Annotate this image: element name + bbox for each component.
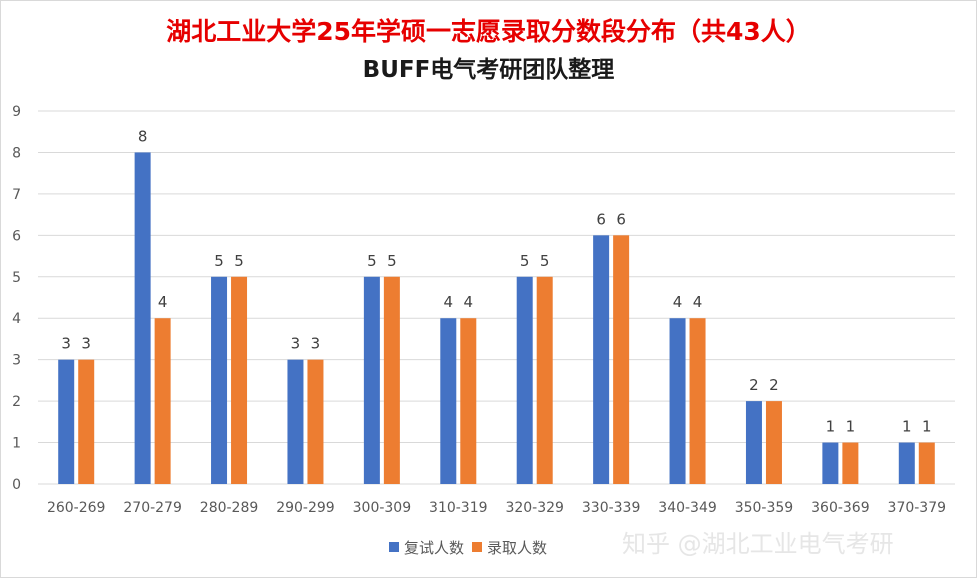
bar-series2 (231, 276, 248, 484)
data-label: 1 (846, 418, 856, 436)
x-tick-label: 280-289 (200, 500, 259, 516)
data-label: 4 (693, 293, 703, 311)
x-axis-ticks: 260-269 270-279 280-289 290-299 300-309 310-3… (47, 500, 946, 516)
y-tick-label: 0 (12, 477, 21, 493)
y-tick-label: 4 (12, 311, 21, 327)
x-tick-label: 320-329 (505, 500, 564, 516)
data-label: 2 (769, 376, 779, 394)
bar-series2 (78, 359, 95, 484)
y-tick-label: 2 (12, 394, 21, 410)
watermark: 知乎 @湖北工业电气考研 (622, 530, 894, 558)
bar-series1 (287, 359, 304, 484)
data-label: 5 (540, 252, 550, 270)
y-tick-label: 1 (12, 436, 21, 452)
data-label: 5 (214, 252, 224, 270)
data-label: 4 (444, 293, 454, 311)
data-label: 3 (311, 335, 321, 353)
bar-series1 (898, 442, 915, 484)
y-tick-label: 7 (12, 187, 21, 203)
x-tick-label: 370-379 (888, 500, 947, 516)
data-label: 2 (749, 376, 759, 394)
x-tick-label: 300-309 (353, 500, 412, 516)
bar-series1 (516, 276, 533, 484)
x-tick-label: 350-359 (735, 500, 794, 516)
bar-series2 (842, 442, 859, 484)
data-label: 3 (61, 335, 71, 353)
bar-series1 (134, 152, 151, 484)
data-label: 6 (596, 210, 606, 228)
bar-series2 (383, 276, 400, 484)
x-tick-label: 310-319 (429, 500, 488, 516)
y-tick-label: 5 (12, 270, 21, 286)
bar-series2 (918, 442, 935, 484)
data-label: 3 (291, 335, 301, 353)
bar-series1 (593, 235, 610, 484)
x-tick-label: 340-349 (658, 500, 717, 516)
bar-series1 (745, 401, 762, 484)
bar-series2 (460, 318, 477, 484)
legend-swatch-series1 (389, 542, 399, 552)
data-label: 1 (902, 418, 912, 436)
bars (58, 152, 935, 484)
legend-label-series1: 复试人数 (404, 538, 465, 557)
x-tick-label: 290-299 (276, 500, 335, 516)
y-tick-label: 8 (12, 145, 21, 161)
chart-subtitle: BUFF电气考研团队整理 (362, 57, 615, 83)
data-label: 5 (234, 252, 244, 270)
y-axis-ticks: 0 1 2 3 4 5 6 7 8 9 (12, 104, 21, 493)
legend-label-series2: 录取人数 (487, 538, 548, 557)
bar-series1 (822, 442, 839, 484)
bar-series1 (669, 318, 686, 484)
bar-series1 (363, 276, 380, 484)
x-tick-label: 360-369 (811, 500, 870, 516)
data-label: 1 (922, 418, 932, 436)
bar-series1 (211, 276, 228, 484)
legend: 复试人数 录取人数 (389, 537, 555, 557)
chart-title: 湖北工业大学25年学硕一志愿录取分数段分布（共43人） (166, 17, 811, 46)
bar-series2 (307, 359, 324, 484)
legend-swatch-series2 (472, 542, 483, 552)
data-label: 5 (520, 252, 530, 270)
data-label: 6 (616, 210, 626, 228)
legend-item-series2: 录取人数 (472, 537, 547, 558)
data-label: 5 (387, 252, 397, 270)
data-label: 4 (464, 293, 474, 311)
data-label: 1 (826, 418, 836, 436)
legend-item-series1: 复试人数 (389, 537, 464, 558)
data-label: 5 (367, 252, 377, 270)
data-label: 4 (673, 293, 683, 311)
x-tick-label: 260-269 (47, 500, 106, 516)
x-tick-label: 330-339 (582, 500, 641, 516)
y-tick-label: 6 (12, 228, 21, 244)
data-label: 4 (158, 293, 168, 311)
bar-series1 (440, 318, 457, 484)
y-tick-label: 3 (12, 353, 21, 369)
data-label: 3 (81, 335, 91, 353)
gridlines (38, 110, 955, 485)
bar-series2 (689, 318, 706, 484)
x-tick-label: 270-279 (123, 500, 182, 516)
bar-series2 (154, 318, 171, 484)
bar-series2 (536, 276, 553, 484)
data-label: 8 (138, 127, 148, 145)
y-tick-label: 9 (12, 104, 21, 120)
bar-series2 (765, 401, 782, 484)
bar-series2 (613, 235, 630, 484)
bar-series1 (58, 359, 75, 484)
